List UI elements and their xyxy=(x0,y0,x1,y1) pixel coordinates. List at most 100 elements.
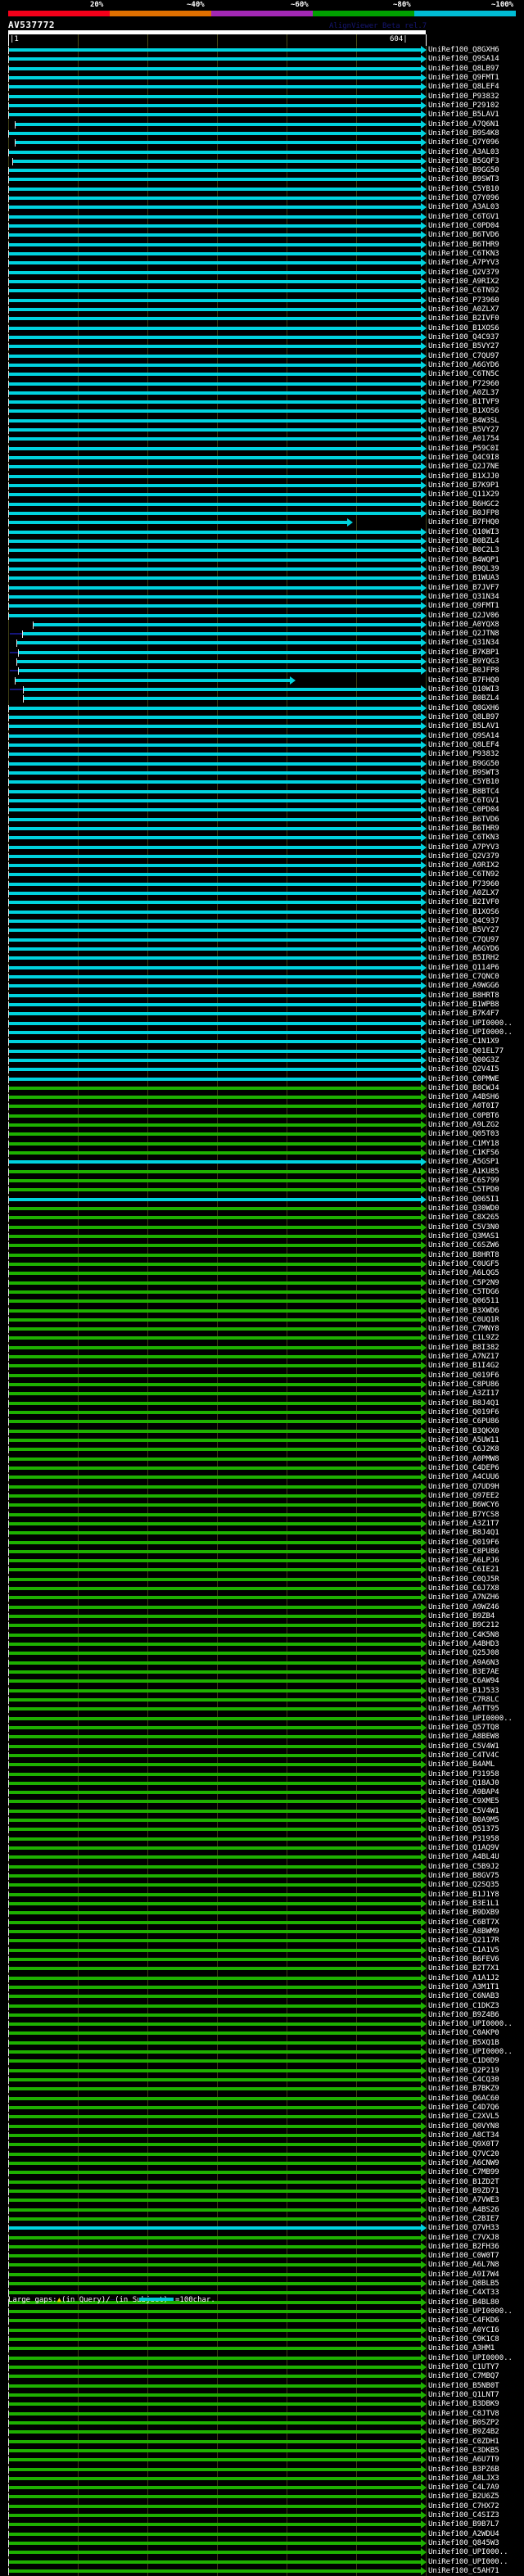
hit-label[interactable]: UniRef100_C7R8LC xyxy=(428,1695,499,1704)
hsp-bar[interactable] xyxy=(9,363,422,367)
table-row[interactable]: UniRef100_A9WGG6 xyxy=(0,982,524,991)
table-row[interactable]: UniRef100_Q2JV06 xyxy=(0,611,524,621)
hit-label[interactable]: UniRef100_P72960 xyxy=(428,379,499,388)
hit-label[interactable]: UniRef100_UPI000.. xyxy=(428,2557,508,2566)
table-row[interactable]: UniRef100_B3DBK9 xyxy=(0,2400,524,2409)
table-row[interactable]: UniRef100_Q31N34 xyxy=(0,639,524,648)
hit-label[interactable]: UniRef100_Q2V379 xyxy=(428,268,499,277)
hit-label[interactable]: UniRef100_B5XQ1B xyxy=(428,2038,499,2047)
table-row[interactable]: UniRef100_A8BWM9 xyxy=(0,1927,524,1937)
table-row[interactable]: UniRef100_P72960 xyxy=(0,379,524,389)
table-row[interactable]: UniRef100_C5B9J2 xyxy=(0,1862,524,1872)
hsp-bar[interactable] xyxy=(9,2542,422,2546)
hsp-bar[interactable] xyxy=(9,1540,422,1544)
hsp-bar[interactable] xyxy=(9,2375,422,2379)
hit-label[interactable]: UniRef100_C6J2K8 xyxy=(428,1445,499,1454)
hit-label[interactable]: UniRef100_Q019F6 xyxy=(428,1408,499,1417)
hit-label[interactable]: UniRef100_Q2117R xyxy=(428,1937,499,1946)
hsp-bar[interactable] xyxy=(9,1077,422,1081)
hit-label[interactable]: UniRef100_A4BSH6 xyxy=(428,1093,499,1102)
hsp-bar[interactable] xyxy=(9,1327,422,1331)
table-row[interactable]: UniRef100_C9XME5 xyxy=(0,1797,524,1806)
table-row[interactable]: UniRef100_B1XJJ0 xyxy=(0,472,524,481)
table-row[interactable]: UniRef100_Q8LB97 xyxy=(0,713,524,722)
hsp-bar[interactable] xyxy=(9,1345,422,1349)
hsp-bar[interactable] xyxy=(9,920,422,924)
table-row[interactable]: UniRef100_C2BIE7 xyxy=(0,2214,524,2224)
hsp-bar[interactable] xyxy=(9,576,422,581)
table-row[interactable]: UniRef100_A4BS26 xyxy=(0,2205,524,2215)
table-row[interactable]: UniRef100_B0BZL4 xyxy=(0,536,524,546)
table-row[interactable]: UniRef100_B7BKZ9 xyxy=(0,2085,524,2094)
hit-label[interactable]: UniRef100_A6GYD6 xyxy=(428,360,499,369)
table-row[interactable]: UniRef100_B8BTC4 xyxy=(0,787,524,797)
hit-label[interactable]: UniRef100_C1L9Z2 xyxy=(428,1334,499,1343)
hsp-bar[interactable] xyxy=(9,307,422,311)
hsp-bar[interactable] xyxy=(9,2476,422,2480)
hsp-bar[interactable] xyxy=(9,354,422,358)
table-row[interactable]: UniRef100_B9ZD71 xyxy=(0,2186,524,2196)
table-row[interactable]: UniRef100_Q1AQ9V xyxy=(0,1844,524,1853)
hsp-bar[interactable] xyxy=(9,2013,422,2017)
table-row[interactable]: UniRef100_Q4C9I8 xyxy=(0,454,524,463)
table-row[interactable]: UniRef100_C6J2K8 xyxy=(0,1445,524,1454)
table-row[interactable]: UniRef100_B7K4F7 xyxy=(0,1010,524,1019)
hsp-bar[interactable] xyxy=(9,242,422,246)
hsp-bar[interactable] xyxy=(9,2022,422,2027)
table-row[interactable]: UniRef100_A1KU85 xyxy=(0,1167,524,1177)
table-row[interactable]: UniRef100_C6TKN3 xyxy=(0,250,524,259)
table-row[interactable]: UniRef100_A9I7W4 xyxy=(0,2270,524,2280)
hsp-bar[interactable] xyxy=(9,409,422,414)
table-row[interactable]: UniRef100_Q7UD9H xyxy=(0,1482,524,1492)
table-row[interactable]: UniRef100_B9ZB4 xyxy=(0,1612,524,1621)
hit-label[interactable]: UniRef100_C5B9J2 xyxy=(428,1862,499,1871)
hsp-bar[interactable] xyxy=(9,2560,422,2564)
table-row[interactable]: UniRef100_C4TV4C xyxy=(0,1751,524,1760)
hsp-bar[interactable] xyxy=(9,1058,422,1062)
table-row[interactable]: UniRef100_Q18AJ0 xyxy=(0,1778,524,1788)
table-row[interactable]: UniRef100_B1WPB8 xyxy=(0,1000,524,1010)
hsp-bar[interactable] xyxy=(9,604,422,608)
hit-label[interactable]: UniRef100_Q2V379 xyxy=(428,852,499,861)
hit-label[interactable]: UniRef100_Q9SA14 xyxy=(428,731,499,740)
hsp-bar[interactable] xyxy=(9,1457,422,1461)
hit-label[interactable]: UniRef100_Q2JTN8 xyxy=(428,630,499,639)
table-row[interactable]: UniRef100_A7PYV3 xyxy=(0,259,524,268)
hsp-bar[interactable] xyxy=(9,1615,422,1619)
hit-label[interactable]: UniRef100_B1ZD2T xyxy=(428,2177,499,2186)
table-row[interactable]: UniRef100_UPI000.. xyxy=(0,2557,524,2567)
hit-label[interactable]: UniRef100_Q8GXH6 xyxy=(428,703,499,712)
table-row[interactable]: UniRef100_B0SZP2 xyxy=(0,2418,524,2428)
hsp-bar[interactable] xyxy=(9,706,422,710)
hsp-bar[interactable] xyxy=(9,1466,422,1470)
table-row[interactable]: UniRef100_C4SIZ3 xyxy=(0,2511,524,2520)
table-row[interactable]: UniRef100_B3PZ6B xyxy=(0,2465,524,2474)
table-row[interactable]: UniRef100_Q1LNT7 xyxy=(0,2390,524,2400)
hit-label[interactable]: UniRef100_C7MBQ7 xyxy=(428,2372,499,2381)
table-row[interactable]: UniRef100_P73960 xyxy=(0,879,524,889)
hit-label[interactable]: UniRef100_B7BKZ9 xyxy=(428,2085,499,2094)
table-row[interactable]: UniRef100_P29102 xyxy=(0,101,524,111)
table-row[interactable]: UniRef100_C6TN92 xyxy=(0,870,524,879)
table-row[interactable]: UniRef100_UPI0000.. xyxy=(0,1714,524,1724)
hsp-bar[interactable] xyxy=(9,771,422,775)
table-row[interactable]: UniRef100_A6LQG5 xyxy=(0,1269,524,1278)
hsp-bar[interactable] xyxy=(9,2171,422,2175)
hsp-bar[interactable] xyxy=(9,938,422,942)
hit-label[interactable]: UniRef100_A0ZLX7 xyxy=(428,889,499,898)
hsp-bar[interactable] xyxy=(9,456,422,460)
hsp-bar[interactable] xyxy=(9,1503,422,1507)
hit-label[interactable]: UniRef100_C5TPD0 xyxy=(428,1186,499,1195)
table-row[interactable]: UniRef100_A7NZH6 xyxy=(0,1593,524,1602)
hit-label[interactable]: UniRef100_B0JFP8 xyxy=(428,667,499,676)
hit-label[interactable]: UniRef100_B8CWJ4 xyxy=(428,1083,499,1092)
hit-label[interactable]: UniRef100_B3E7AE xyxy=(428,1668,499,1676)
hit-label[interactable]: UniRef100_B1XOS6 xyxy=(428,323,499,332)
hit-label[interactable]: UniRef100_C0PD04 xyxy=(428,222,499,231)
table-row[interactable]: UniRef100_A6TT95 xyxy=(0,1705,524,1714)
hit-label[interactable]: UniRef100_C8X265 xyxy=(428,1213,499,1222)
hit-label[interactable]: UniRef100_UPI0000.. xyxy=(428,1019,513,1028)
hsp-bar[interactable] xyxy=(9,1559,422,1563)
table-row[interactable]: UniRef100_B3XWD6 xyxy=(0,1306,524,1316)
table-row[interactable]: UniRef100_A1A1J2 xyxy=(0,1973,524,1983)
